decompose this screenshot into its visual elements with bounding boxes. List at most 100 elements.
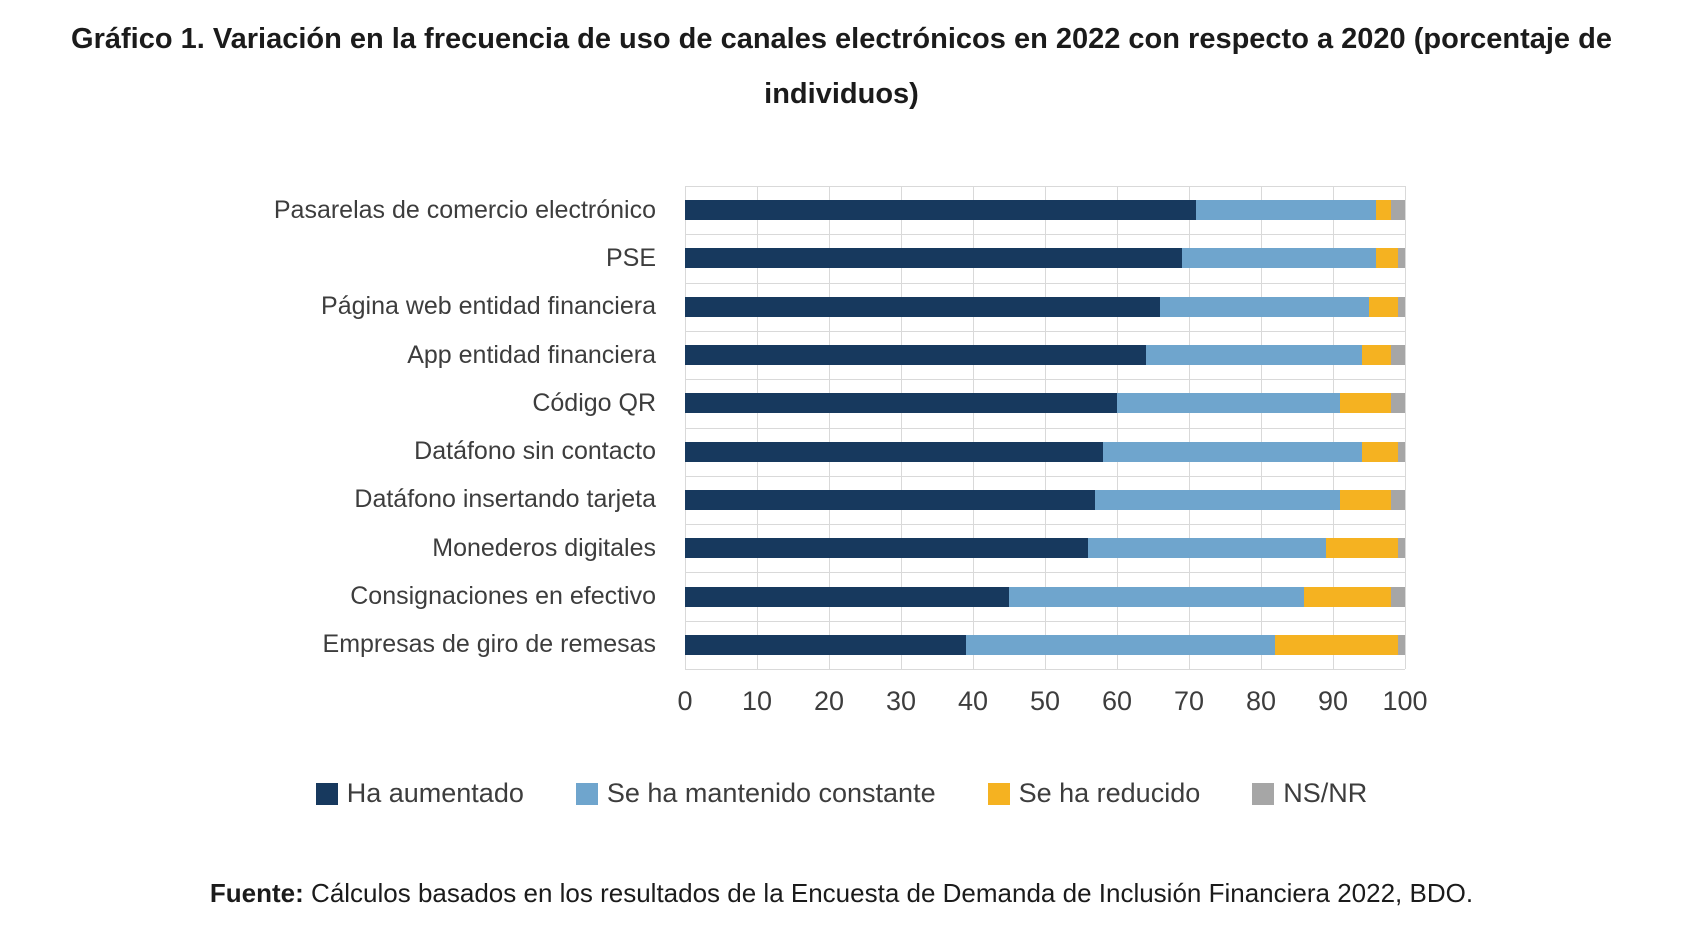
chart-title-wrap: Gráfico 1. Variación en la frecuencia de… xyxy=(0,12,1683,122)
bar-segment xyxy=(685,200,1197,221)
bar-segment xyxy=(1361,441,1398,462)
legend-label: Ha aumentado xyxy=(346,778,524,808)
stacked-bar xyxy=(685,586,1405,607)
bar-segment xyxy=(1102,441,1362,462)
gridline-horizontal xyxy=(685,572,1405,574)
bar-segment xyxy=(1181,248,1377,269)
legend-item: Se ha reducido xyxy=(987,778,1200,809)
bar-segment xyxy=(1275,634,1398,655)
bar-segment xyxy=(1376,248,1398,269)
gridline-horizontal xyxy=(685,620,1405,622)
category-label: Datáfono sin contacto xyxy=(414,437,656,466)
bar-segment xyxy=(1376,200,1391,221)
bar-segment xyxy=(965,634,1276,655)
x-tick-label: 50 xyxy=(1029,686,1061,716)
x-tick-label: 80 xyxy=(1245,686,1277,716)
bar-row xyxy=(685,476,1405,524)
x-tick-label: 20 xyxy=(813,686,845,716)
bar-segment xyxy=(1390,345,1405,366)
bar-segment xyxy=(1397,296,1405,317)
bar-row xyxy=(685,379,1405,427)
category-label: Código QR xyxy=(532,388,656,417)
stacked-bar xyxy=(685,634,1405,655)
bar-segment xyxy=(1361,345,1391,366)
gridline-vertical xyxy=(1405,186,1406,669)
gridline-horizontal xyxy=(685,234,1405,236)
stacked-bar xyxy=(685,489,1405,510)
bar-row xyxy=(685,186,1405,234)
category-label: App entidad financiera xyxy=(407,340,656,369)
category-label: Página web entidad financiera xyxy=(321,292,656,321)
bar-segment xyxy=(1095,489,1341,510)
stacked-bar xyxy=(685,200,1405,221)
bar-segment xyxy=(1088,538,1326,559)
bar-row xyxy=(685,524,1405,572)
bar-row xyxy=(685,621,1405,669)
legend-item: NS/NR xyxy=(1252,778,1367,809)
chart-title: Gráfico 1. Variación en la frecuencia de… xyxy=(71,23,1612,110)
bar-segment xyxy=(1304,586,1391,607)
plot-area xyxy=(685,186,1406,670)
x-tick-label: 40 xyxy=(957,686,989,716)
gridline-horizontal xyxy=(685,669,1405,670)
legend: Ha aumentado Se ha mantenido constante Se … xyxy=(0,778,1683,809)
bar-segment xyxy=(1368,296,1398,317)
category-label: Monederos digitales xyxy=(432,533,656,562)
gridline-horizontal xyxy=(685,427,1405,429)
gridline-horizontal xyxy=(685,524,1405,526)
stacked-bar xyxy=(685,393,1405,414)
bar-segment xyxy=(685,586,1009,607)
bar-segment xyxy=(1390,489,1405,510)
bar-segment xyxy=(685,248,1182,269)
legend-swatch xyxy=(575,782,598,805)
source-note: Fuente: Cálculos basados en los resultad… xyxy=(0,878,1683,909)
legend-swatch xyxy=(987,782,1010,805)
bar-row xyxy=(685,234,1405,282)
x-axis: 0 10 20 30 40 50 60 70 80 90 100 xyxy=(677,686,1427,720)
stacked-bar xyxy=(685,248,1405,269)
x-tick-label: 90 xyxy=(1317,686,1349,716)
stacked-bar xyxy=(685,441,1405,462)
bar-segment xyxy=(1340,489,1391,510)
gridline-horizontal xyxy=(685,379,1405,381)
bar-segment xyxy=(1390,393,1405,414)
gridline-horizontal xyxy=(685,186,1405,187)
bar-row xyxy=(685,428,1405,476)
bar-segment xyxy=(685,441,1103,462)
bar-segment xyxy=(1390,200,1405,221)
bar-segment xyxy=(685,634,966,655)
legend-swatch xyxy=(1252,782,1275,805)
bar-segment xyxy=(685,345,1146,366)
category-label: PSE xyxy=(605,243,656,272)
category-label: Pasarelas de comercio electrónico xyxy=(273,195,656,224)
legend-item: Ha aumentado xyxy=(315,778,524,809)
stacked-bar xyxy=(685,538,1405,559)
stacked-bar xyxy=(685,345,1405,366)
bar-segment xyxy=(1390,586,1405,607)
category-label: Datáfono insertando tarjeta xyxy=(354,485,656,514)
bar-segment xyxy=(1145,345,1362,366)
category-axis: Pasarelas de comercio electrónico PSE Pági… xyxy=(0,186,660,669)
bar-segment xyxy=(1160,296,1369,317)
legend-label: Se ha mantenido constante xyxy=(606,778,936,808)
bar-segment xyxy=(685,489,1096,510)
x-tick-label: 70 xyxy=(1173,686,1205,716)
legend-swatch xyxy=(315,782,338,805)
bar-segment xyxy=(1397,538,1405,559)
bar-segment xyxy=(1397,441,1405,462)
gridline-horizontal xyxy=(685,282,1405,284)
bar-segment xyxy=(1325,538,1398,559)
bar-segment xyxy=(1117,393,1341,414)
gridline-horizontal xyxy=(685,330,1405,332)
source-text: Cálculos basados en los resultados de la… xyxy=(303,878,1474,908)
x-tick-label: 0 xyxy=(677,686,693,716)
bar-segment xyxy=(1340,393,1391,414)
bar-segment xyxy=(1397,634,1405,655)
category-label: Consignaciones en efectivo xyxy=(350,582,656,611)
bar-segment xyxy=(685,538,1089,559)
bar-segment xyxy=(685,393,1117,414)
bar-segment xyxy=(1196,200,1377,221)
bar-row xyxy=(685,572,1405,620)
legend-label: NS/NR xyxy=(1283,778,1368,808)
